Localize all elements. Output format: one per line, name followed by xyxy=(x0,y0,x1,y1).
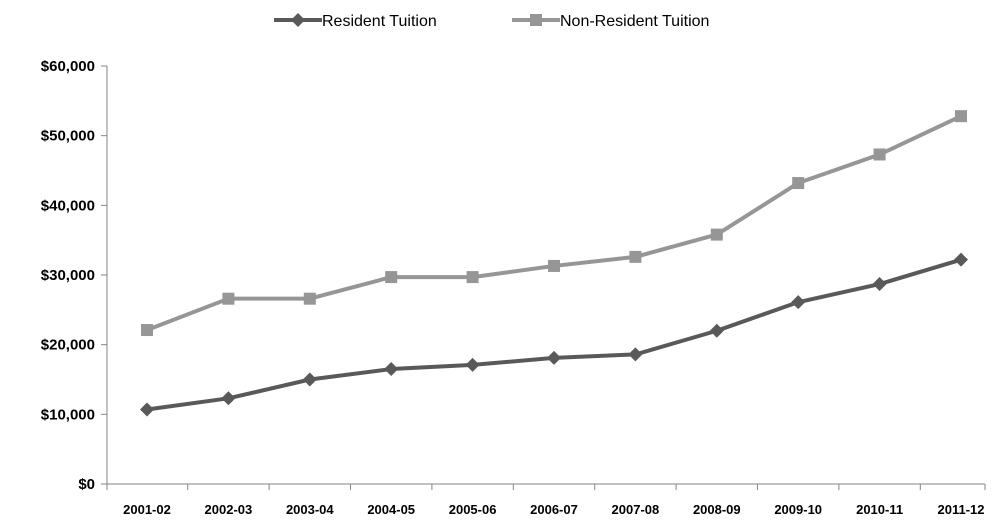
x-tick-label: 2009-10 xyxy=(774,502,822,517)
x-tick-label: 2007-08 xyxy=(612,502,660,517)
data-point-non-resident-tuition xyxy=(548,259,560,272)
series-resident-tuition xyxy=(140,252,968,417)
data-point-non-resident-tuition xyxy=(141,324,153,337)
legend-item-non-resident-tuition: Non-Resident Tuition xyxy=(512,13,709,30)
y-tick-label: $60,000 xyxy=(41,58,95,75)
y-tick-label: $40,000 xyxy=(41,197,95,214)
legend-label: Resident Tuition xyxy=(322,13,437,30)
data-point-non-resident-tuition xyxy=(385,271,398,284)
y-tick-label: $50,000 xyxy=(41,128,95,145)
x-tick-label: 2006-07 xyxy=(530,502,578,517)
data-point-resident-tuition xyxy=(302,372,317,387)
legend-swatch-marker xyxy=(291,13,305,27)
series-non-resident-tuition xyxy=(141,110,967,337)
data-point-non-resident-tuition xyxy=(792,177,805,190)
data-point-non-resident-tuition xyxy=(710,228,723,241)
data-point-resident-tuition xyxy=(384,362,399,377)
data-point-resident-tuition xyxy=(628,347,643,362)
data-point-resident-tuition xyxy=(709,323,724,338)
data-point-resident-tuition xyxy=(547,350,561,365)
x-tick-label: 2010-11 xyxy=(856,502,903,517)
data-point-non-resident-tuition xyxy=(466,271,479,284)
x-tick-label: 2011-12 xyxy=(938,502,985,517)
y-tick-label: $30,000 xyxy=(41,267,95,284)
legend-swatch-marker xyxy=(530,14,542,26)
x-axis: 2001-02 2002-03 2003-04 2004-05 2005-06 2006-… xyxy=(106,483,986,517)
data-point-resident-tuition xyxy=(140,402,154,417)
data-point-resident-tuition xyxy=(954,252,968,267)
y-tick-label: $10,000 xyxy=(41,406,95,423)
x-tick-label: 2002-03 xyxy=(205,502,253,517)
x-tick-label: 2003-04 xyxy=(286,502,334,517)
x-tick-label: 2004-05 xyxy=(367,502,415,517)
data-point-resident-tuition xyxy=(872,277,887,292)
x-tick-label: 2001-02 xyxy=(123,502,171,517)
y-tick-label: $20,000 xyxy=(41,337,95,354)
data-point-resident-tuition xyxy=(791,295,806,310)
data-point-resident-tuition xyxy=(465,357,480,372)
series-line-non-resident-tuition xyxy=(146,114,962,332)
data-point-non-resident-tuition xyxy=(222,292,235,305)
series-layer xyxy=(140,110,968,417)
y-tick-label: $0 xyxy=(78,476,95,493)
x-tick-label: 2008-09 xyxy=(693,502,741,517)
y-axis: $0 $10,000 $20,000 $30,000 $40,000 $50,000 $60… xyxy=(41,58,108,493)
data-point-resident-tuition xyxy=(221,391,236,406)
data-point-non-resident-tuition xyxy=(303,292,316,305)
legend: Resident Tuition Non-Resident Tuition xyxy=(274,13,709,30)
legend-item-resident-tuition: Resident Tuition xyxy=(274,13,437,30)
x-tick-label: 2005-06 xyxy=(449,502,497,517)
data-point-non-resident-tuition xyxy=(955,110,967,123)
data-point-non-resident-tuition xyxy=(629,250,642,263)
data-point-non-resident-tuition xyxy=(873,148,886,161)
series-line-resident-tuition xyxy=(146,257,962,412)
legend-label: Non-Resident Tuition xyxy=(560,13,709,30)
